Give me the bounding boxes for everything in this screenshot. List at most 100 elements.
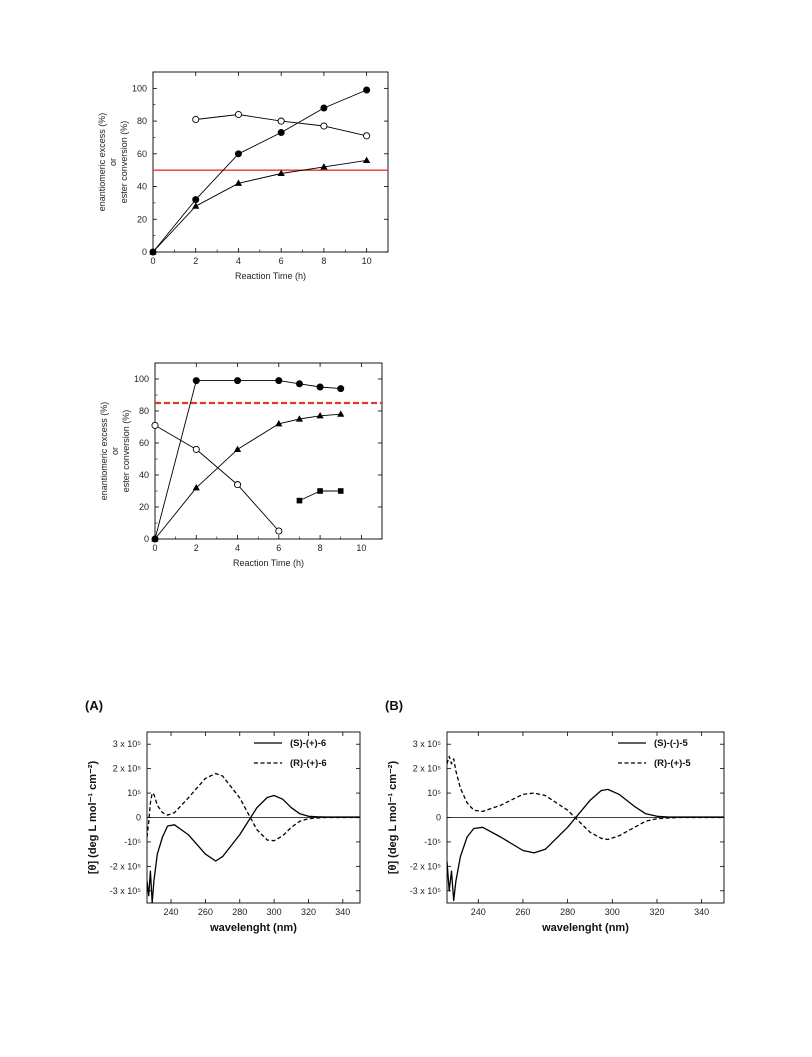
y-tick-label: -2 x 10⁵: [410, 861, 442, 871]
series-line: [154, 425, 280, 532]
x-tick-label: 10: [362, 256, 372, 266]
data-point: [316, 412, 324, 419]
data-point: [363, 86, 371, 94]
y-axis-label: [θ] (deg L mol⁻¹ cm⁻²): [387, 761, 399, 875]
x-tick-label: 280: [560, 907, 575, 917]
data-point: [192, 445, 200, 453]
x-tick-label: 6: [279, 256, 284, 266]
data-point: [192, 484, 200, 491]
data-point: [192, 202, 200, 209]
y-tick-label: 40: [137, 182, 147, 192]
data-point: [149, 248, 157, 255]
series-3: [149, 156, 371, 255]
y-tick-label: 3 x 10⁵: [413, 739, 442, 749]
series-line: [447, 755, 724, 841]
x-tick-label: 4: [236, 256, 241, 266]
series-3: [151, 410, 345, 542]
x-tick-label: 8: [321, 256, 326, 266]
legend-entry: (R)-(+)-6: [290, 758, 327, 769]
data-point: [233, 445, 242, 452]
x-tick-label: 240: [164, 907, 179, 917]
x-axis-label: wavelenght (nm): [209, 922, 297, 934]
data-point: [275, 420, 283, 427]
data-point: [234, 377, 242, 385]
series-line: [154, 380, 341, 540]
y-tick-label: 20: [137, 214, 147, 224]
data-point: [234, 179, 243, 186]
data-point: [296, 497, 303, 504]
data-point: [337, 488, 344, 494]
legend-entry: (S)-(-)-5: [654, 738, 688, 749]
data-point: [192, 115, 200, 124]
x-axis-label: wavelenght (nm): [541, 922, 629, 934]
y-tick-label: 10⁵: [127, 788, 141, 798]
data-point: [363, 156, 371, 163]
x-tick-label: 320: [301, 907, 316, 917]
x-tick-label: 6: [276, 543, 281, 553]
plot-frame: [154, 362, 383, 540]
x-tick-label: 280: [232, 907, 247, 917]
data-point: [192, 196, 200, 204]
y-axis-label-line: or: [110, 447, 120, 455]
series-4: [296, 488, 344, 504]
series-line: [152, 159, 367, 253]
data-point: [363, 132, 371, 140]
y-tick-label: 0: [142, 247, 147, 257]
x-tick-label: 260: [198, 907, 213, 917]
y-tick-label: 0: [436, 813, 441, 823]
x-axis-label: Reaction Time (h): [233, 558, 304, 568]
data-point: [233, 481, 242, 489]
data-point: [277, 117, 285, 125]
series-line: [147, 772, 360, 842]
data-point: [317, 488, 323, 494]
panel-label: (B): [385, 698, 403, 713]
series-line: [447, 788, 724, 902]
x-tick-label: 340: [694, 907, 709, 917]
x-tick-label: 2: [193, 256, 198, 266]
y-axis-label-line: enantiomeric excess (%): [97, 113, 107, 212]
y-tick-label: 3 x 10⁵: [113, 739, 142, 749]
data-point: [275, 527, 283, 535]
legend-entry: (R)-(+)-5: [654, 758, 691, 769]
plot-frame: [152, 71, 389, 253]
data-point: [337, 410, 345, 417]
data-point: [295, 415, 304, 422]
y-tick-label: 40: [139, 470, 149, 480]
y-tick-label: -2 x 10⁵: [110, 861, 142, 871]
legend: (S)-(+)-6 (R)-(+)-6: [254, 738, 327, 769]
series-1: [151, 377, 345, 543]
y-axis-label: [θ] (deg L mol⁻¹ cm⁻²): [87, 761, 99, 875]
data-point: [337, 385, 345, 393]
x-tick-label: 0: [152, 543, 157, 553]
series-2: [151, 421, 283, 535]
x-tick-label: 4: [235, 543, 240, 553]
series-line: [152, 89, 367, 253]
y-tick-label: -3 x 10⁵: [410, 886, 442, 896]
data-point: [320, 104, 328, 112]
data-point: [234, 110, 243, 119]
data-point: [277, 129, 285, 137]
series-1: [147, 794, 360, 903]
x-tick-label: 0: [150, 256, 155, 266]
y-axis-label-line: ester conversion (%): [119, 121, 129, 204]
data-point: [151, 535, 159, 542]
series-2: [192, 110, 371, 140]
series-2: [147, 772, 360, 842]
y-tick-label: 100: [134, 374, 149, 384]
chart-3: 240 260 280 300 320 340 3 x 10⁵ 2 x 10⁵ 10⁵ 0 -10⁵…: [85, 698, 361, 934]
x-tick-label: 300: [267, 907, 282, 917]
y-tick-label: 20: [139, 502, 149, 512]
legend-entry: (S)-(+)-6: [290, 738, 326, 749]
y-tick-label: 0: [144, 534, 149, 544]
y-tick-label: 2 x 10⁵: [413, 764, 442, 774]
x-tick-label: 240: [471, 907, 486, 917]
data-point: [295, 380, 303, 388]
series-1: [447, 788, 724, 902]
data-point: [192, 377, 200, 385]
chart-4: 240 260 280 300 320 340 3 x 10⁵ 2 x 10⁵ 10⁵ 0 -10⁵…: [385, 698, 725, 934]
data-point: [320, 122, 328, 130]
y-axis-label-line: ester conversion (%): [121, 410, 131, 493]
panel-label: (A): [85, 698, 103, 713]
